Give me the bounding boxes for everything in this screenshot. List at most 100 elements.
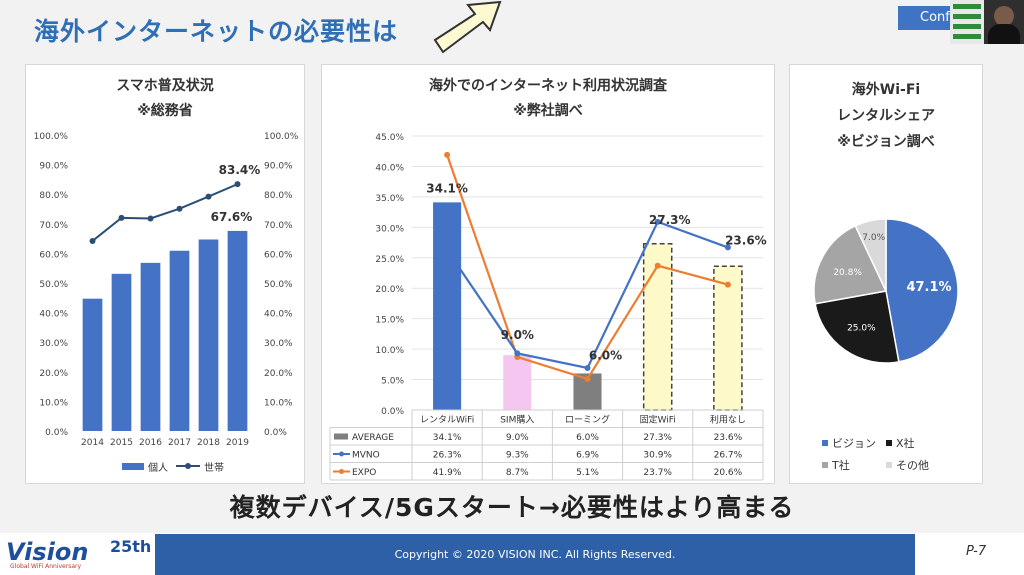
chart2-x-tick: SIM購入 — [500, 414, 534, 426]
chart2-bar-data-label: 6.0% — [589, 348, 622, 362]
chart3-legend-swatch — [886, 440, 892, 446]
chart1-line-point — [234, 181, 241, 188]
chart2-table-cell: 26.7% — [714, 451, 743, 461]
chart2-line-point — [514, 350, 521, 357]
chart2-line-point — [654, 262, 661, 269]
chart3-legend-swatch — [822, 440, 828, 446]
chart2-legend-swatch — [334, 433, 348, 440]
chart2-bar-data-label: 27.3% — [649, 213, 691, 227]
chart1-bar-data-label: 67.6% — [211, 210, 253, 224]
chart1-y-tick-left: 30.0% — [39, 339, 68, 349]
chart2-y-tick: 5.0% — [381, 377, 404, 387]
chart1-bar — [227, 230, 248, 431]
chart1-x-tick: 2017 — [168, 438, 191, 448]
chart2-bar-data-label: 9.0% — [501, 328, 534, 342]
chart1-svg: 0.0% 0.0% 10.0% 10.0% 20.0% 20.0% 30.0% 30.0% 40… — [34, 132, 299, 474]
chart2-table-cell: 9.0% — [506, 433, 529, 443]
chart2-bar-data-label: 23.6% — [725, 233, 767, 247]
chart2-table-cell: 9.3% — [506, 451, 529, 461]
presenter-body — [988, 24, 1020, 44]
logo-subtitle: Global WiFi Anniversary — [10, 563, 82, 570]
chart1-line-series — [91, 183, 238, 242]
chart3-legend-swatch — [822, 462, 828, 468]
chart2-table-cell: 23.6% — [714, 433, 743, 443]
chart2-line-point — [444, 151, 451, 158]
chart2-table-cell: 8.7% — [506, 468, 529, 478]
chart1-bar — [140, 262, 161, 431]
chart3-legend-label: T社 — [831, 458, 850, 472]
chart2-x-tick: ローミング — [565, 414, 610, 426]
chart2-line-point — [654, 218, 661, 225]
chart-panel-usage-survey: 海外でのインターネット利用状況調査 ※弊社調べ 0.0% 5.0% 10.0% 15.… — [321, 64, 775, 484]
slide-title: 海外インターネットの必要性は — [34, 17, 399, 46]
chart2-table-cell: 6.0% — [576, 433, 599, 443]
chart1-line-point — [147, 215, 154, 222]
chart1-x-tick: 2019 — [226, 438, 249, 448]
anniversary-badge: 25th — [110, 537, 152, 556]
chart2-bar — [433, 202, 462, 410]
chart3-slice-label: 47.1% — [906, 280, 951, 295]
chart2-series-name: MVNO — [352, 451, 380, 461]
chart2-bar-data-label: 34.1% — [426, 181, 468, 195]
chart1-y-tick-right: 60.0% — [264, 250, 293, 260]
chart1-y-tick-right: 0.0% — [264, 428, 287, 438]
chart2-subtitle: ※弊社調べ — [513, 103, 583, 119]
chart3-pie-slice — [813, 224, 888, 305]
chart2-table-cell: 34.1% — [433, 433, 462, 443]
chart1-legend-bar-swatch — [122, 463, 144, 470]
chart3-title-line2: レンタルシェア — [837, 108, 935, 124]
chart1-y-tick-left: 0.0% — [45, 428, 68, 438]
chart1-y-tick-left: 70.0% — [39, 221, 68, 231]
chart3-slice-label: 20.8% — [833, 268, 862, 278]
chart2-table-cell: 20.6% — [714, 468, 743, 478]
webcam-video — [950, 0, 1024, 44]
footer-copyright: Copyright © 2020 VISION INC. All Rights … — [155, 534, 915, 575]
page-number: P-7 — [966, 544, 987, 559]
chart1-x-tick: 2015 — [110, 438, 133, 448]
chart1-bar — [169, 250, 190, 431]
chart1-bar — [111, 273, 132, 431]
chart-panel-rental-share: 海外Wi-Fi レンタルシェア ※ビジョン調べ 47.1% 25.0% 20.8% 7… — [789, 64, 983, 484]
chart3-pie-slice — [885, 218, 959, 363]
presenter-head — [994, 6, 1014, 26]
chart1-subtitle: ※総務省 — [137, 103, 193, 119]
chart2-series-name: EXPO — [352, 468, 376, 478]
chart3-title-line3: ※ビジョン調べ — [837, 134, 935, 150]
chart2-table-cell: 26.3% — [433, 451, 462, 461]
chart-panel-smartphone: スマホ普及状況 ※総務省 0.0% 0.0% 10.0% 10.0% 20.0% 20.0… — [25, 64, 305, 484]
chart3-slice-label: 7.0% — [862, 233, 885, 243]
chart1-bar — [198, 239, 219, 431]
chart2-y-tick: 35.0% — [375, 194, 404, 204]
chart2-svg: 0.0% 5.0% 10.0% 15.0% 20.0% 25.0% 30.0% 35.0% 40… — [329, 133, 767, 481]
chart1-y-tick-right: 30.0% — [264, 339, 293, 349]
chart1-bar — [82, 298, 103, 431]
chart1-y-tick-right: 20.0% — [264, 369, 293, 379]
vision-logo: Vision — [6, 538, 89, 566]
chart2-x-tick: レンタルWiFi — [420, 415, 474, 426]
arrow-decoration — [433, 0, 502, 54]
chart2-x-tick: 固定WiFi — [640, 414, 676, 426]
chart2-y-tick: 15.0% — [375, 316, 404, 326]
chart1-x-tick: 2014 — [81, 438, 104, 448]
chart2-table-cell: 5.1% — [576, 468, 599, 478]
chart2-y-tick: 45.0% — [375, 133, 404, 143]
chart1-legend-bar-label: 個人 — [148, 461, 168, 474]
chart2-y-tick: 30.0% — [375, 224, 404, 234]
chart1-line-point — [205, 193, 212, 200]
chart1-y-tick-left: 20.0% — [39, 369, 68, 379]
chart1-legend-line-label: 世帯 — [204, 461, 224, 474]
chart2-table-cell: 23.7% — [643, 468, 672, 478]
chart2-y-tick: 25.0% — [375, 255, 404, 265]
chart2-y-tick: 0.0% — [381, 407, 404, 417]
chart1-y-tick-right: 70.0% — [264, 221, 293, 231]
chart2-line-point — [724, 281, 731, 288]
chart2-legend-marker — [339, 451, 344, 457]
chart1-y-tick-right: 10.0% — [264, 398, 293, 408]
chart3-pie-slice — [854, 218, 887, 292]
chart1-y-tick-left: 90.0% — [39, 162, 68, 172]
chart2-y-tick: 40.0% — [375, 163, 404, 173]
chart2-line-point — [584, 375, 591, 382]
chart3-legend-label: その他 — [896, 459, 929, 472]
chart1-y-tick-left: 40.0% — [39, 310, 68, 320]
chart1-title: スマホ普及状況 — [116, 78, 214, 94]
